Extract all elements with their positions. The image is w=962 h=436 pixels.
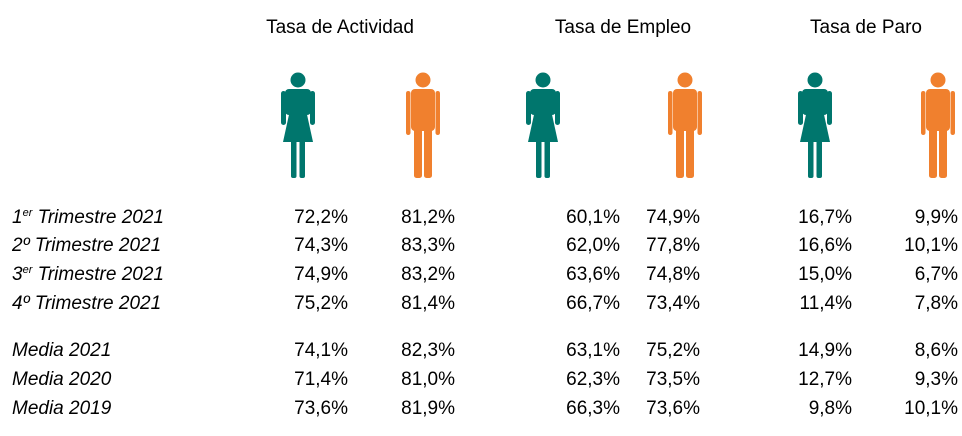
cell-value: 9,3% xyxy=(914,369,958,390)
cell-value: 7,8% xyxy=(914,293,958,314)
column-header: Tasa de Actividad xyxy=(266,17,414,38)
cell-value: 63,6% xyxy=(566,264,620,285)
male-icon xyxy=(921,72,955,178)
cell-value: 81,0% xyxy=(401,369,455,390)
row-label-text: Trimestre 2021 xyxy=(32,264,164,285)
row-label-text: 2º Trimestre 2021 xyxy=(12,235,162,256)
column-header: Tasa de Empleo xyxy=(554,17,692,38)
cell-value: 60,1% xyxy=(566,207,620,228)
cell-value: 16,7% xyxy=(798,207,852,228)
row-label-text: Media 2021 xyxy=(12,340,112,361)
row-label-text: Media 2019 xyxy=(12,398,112,419)
cell-value: 12,7% xyxy=(798,369,852,390)
cell-value: 81,9% xyxy=(401,398,455,419)
cell-value: 73,6% xyxy=(646,398,700,419)
cell-value: 9,9% xyxy=(914,207,958,228)
row-label: Media 2019 xyxy=(12,398,111,420)
female-icon xyxy=(798,72,832,178)
cell-value: 73,6% xyxy=(294,398,348,419)
cell-value: 62,3% xyxy=(566,369,620,390)
row-label-superscript: er xyxy=(22,207,33,219)
cell-value: 73,5% xyxy=(646,369,700,390)
cell-value: 72,2% xyxy=(294,207,348,228)
row-label-number: 3 xyxy=(12,264,23,285)
cell-value: 75,2% xyxy=(294,293,348,314)
row-label: Media 2020 xyxy=(12,369,111,391)
row-label: 3er Trimestre 2021 xyxy=(12,264,164,286)
row-label-text: 4º Trimestre 2021 xyxy=(12,293,162,314)
female-icon xyxy=(526,72,560,178)
cell-value: 11,4% xyxy=(799,293,852,314)
cell-value: 74,9% xyxy=(646,207,700,228)
cell-value: 81,2% xyxy=(401,207,455,228)
male-icon xyxy=(668,72,702,178)
row-label-text: Media 2020 xyxy=(12,369,112,390)
cell-value: 16,6% xyxy=(798,235,852,256)
row-label: Media 2021 xyxy=(12,340,111,362)
cell-value: 83,3% xyxy=(401,235,455,256)
cell-value: 10,1% xyxy=(904,235,958,256)
cell-value: 83,2% xyxy=(401,264,455,285)
cell-value: 73,4% xyxy=(646,293,700,314)
male-icon xyxy=(406,72,440,178)
row-label-text: Trimestre 2021 xyxy=(32,207,164,228)
cell-value: 82,3% xyxy=(401,340,455,361)
cell-value: 74,1% xyxy=(294,340,348,361)
cell-value: 66,3% xyxy=(566,398,620,419)
female-icon xyxy=(281,72,315,178)
cell-value: 74,9% xyxy=(294,264,348,285)
cell-value: 66,7% xyxy=(566,293,620,314)
row-label: 2º Trimestre 2021 xyxy=(12,235,161,257)
cell-value: 74,3% xyxy=(294,235,348,256)
row-label: 1er Trimestre 2021 xyxy=(12,207,164,229)
cell-value: 14,9% xyxy=(798,340,852,361)
cell-value: 81,4% xyxy=(401,293,455,314)
cell-value: 77,8% xyxy=(646,235,700,256)
cell-value: 74,8% xyxy=(646,264,700,285)
row-label: 4º Trimestre 2021 xyxy=(12,293,161,315)
cell-value: 10,1% xyxy=(904,398,958,419)
row-label-superscript: er xyxy=(22,264,33,276)
column-header: Tasa de Paro xyxy=(810,17,922,38)
cell-value: 71,4% xyxy=(294,369,348,390)
cell-value: 15,0% xyxy=(798,264,852,285)
cell-value: 63,1% xyxy=(566,340,620,361)
cell-value: 9,8% xyxy=(808,398,852,419)
cell-value: 6,7% xyxy=(914,264,958,285)
cell-value: 8,6% xyxy=(914,340,958,361)
cell-value: 62,0% xyxy=(566,235,620,256)
cell-value: 75,2% xyxy=(646,340,700,361)
row-label-number: 1 xyxy=(12,207,23,228)
